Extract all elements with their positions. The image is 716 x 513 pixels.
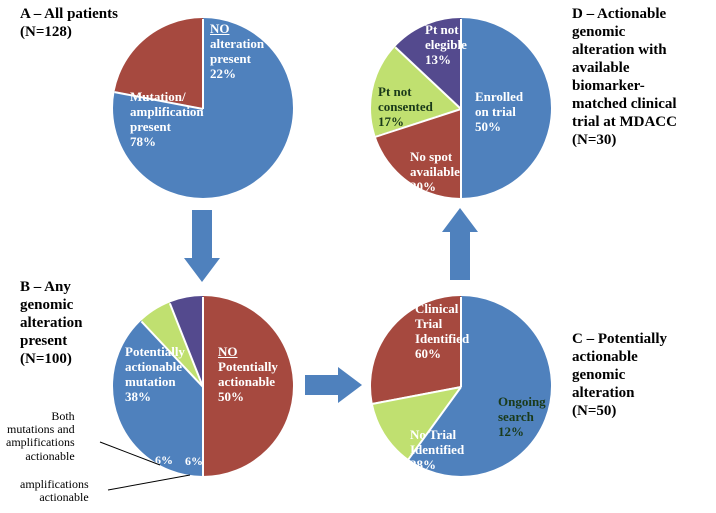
flow-arrows: [0, 0, 716, 513]
